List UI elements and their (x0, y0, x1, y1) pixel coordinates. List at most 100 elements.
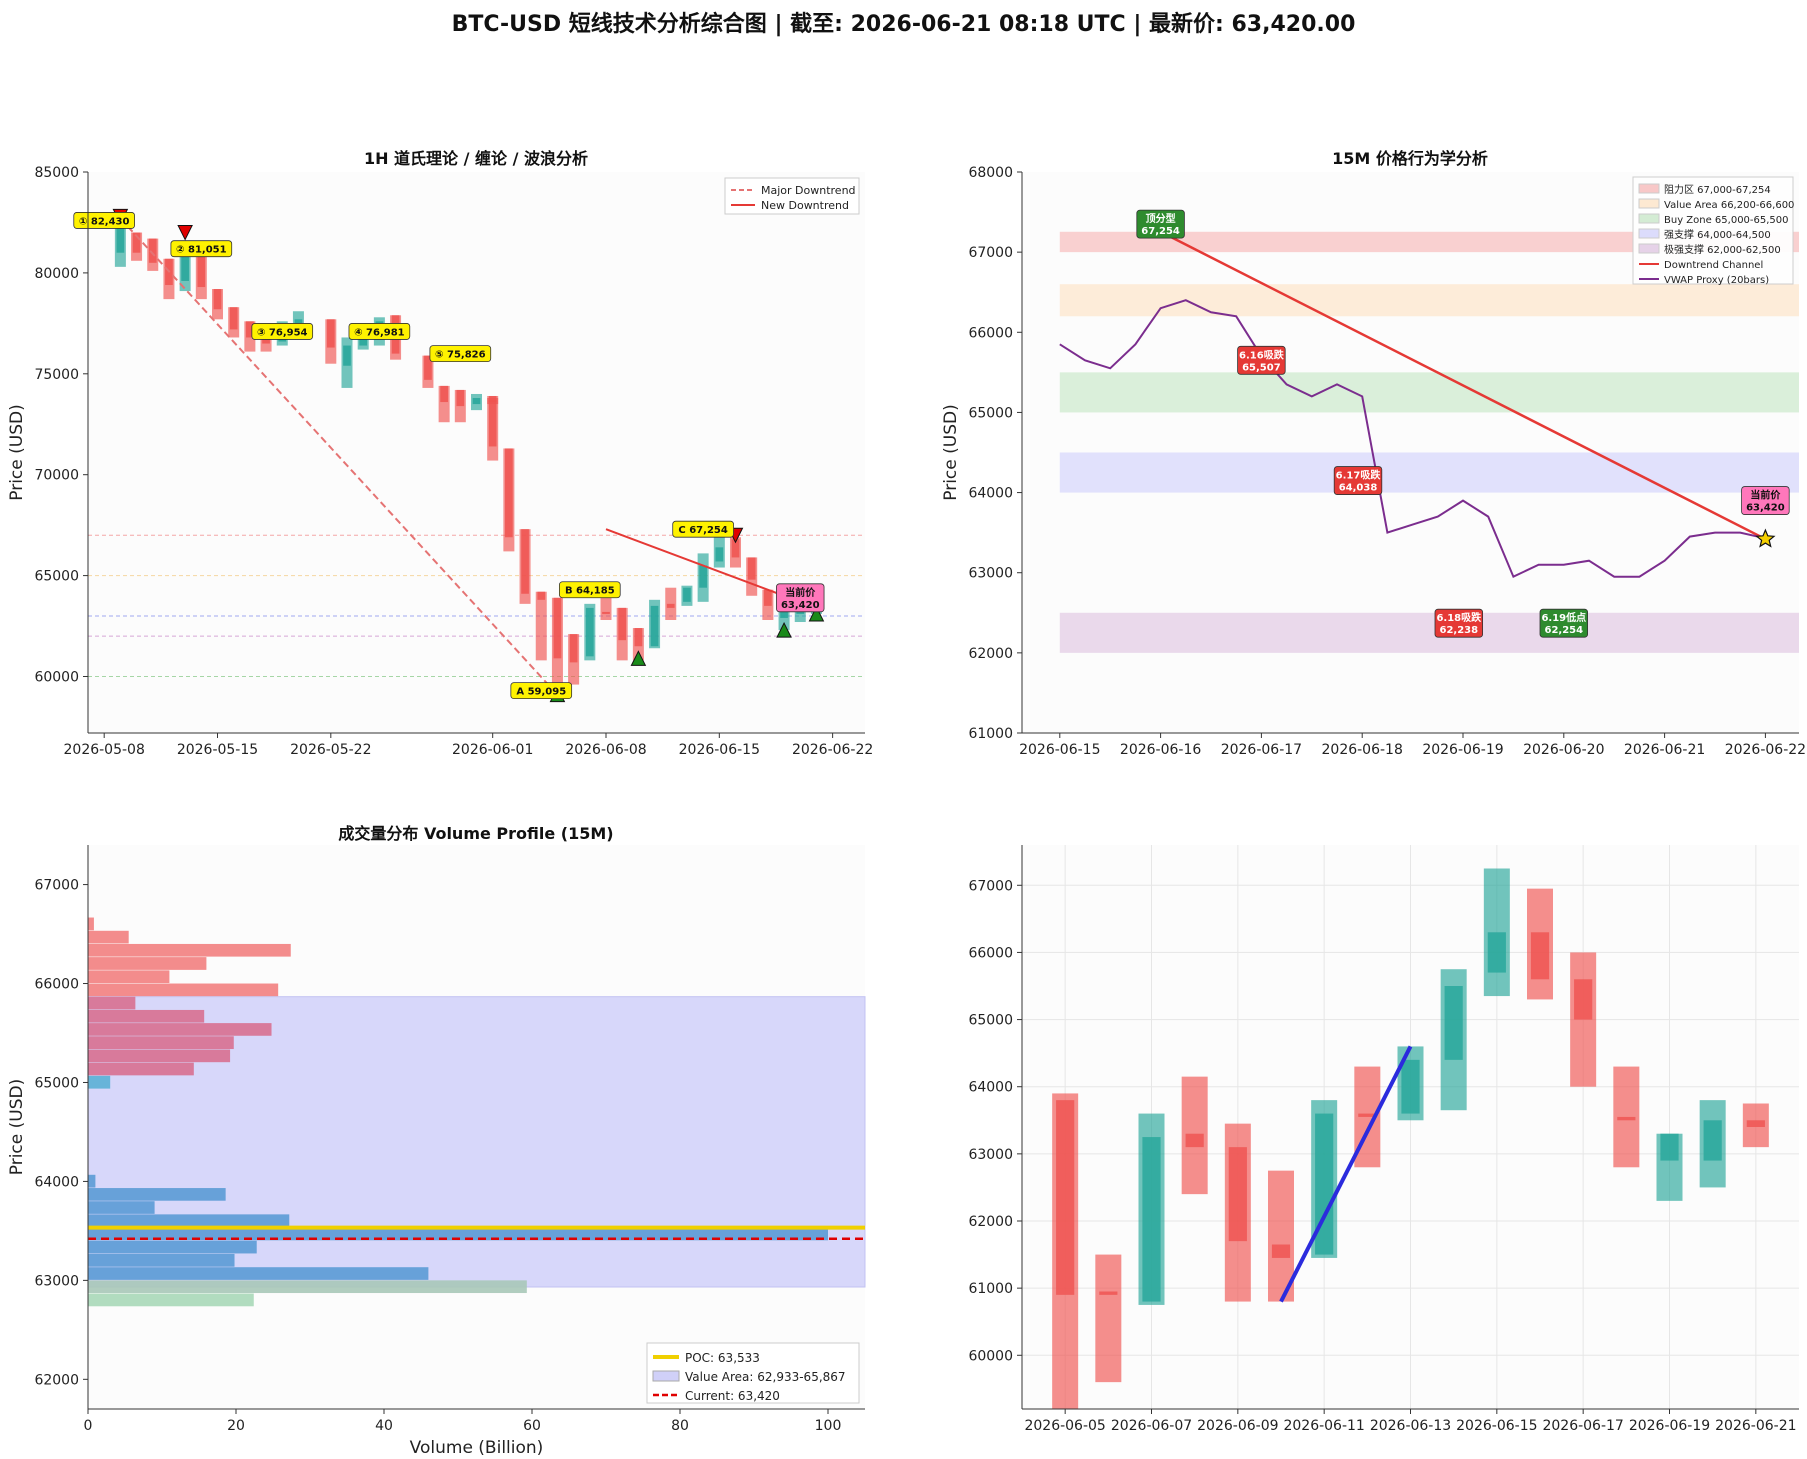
annotation-box (559, 581, 621, 599)
y-tick-label: 61000 (968, 1281, 1013, 1297)
uptrend-line (1279, 1045, 1413, 1303)
p3-axes: 62000 63000 64000 65000 66000 67000 0 20 40 60 80 1… (7, 845, 866, 1458)
panel1-legend: Major Downtrend New Downtrend (724, 177, 860, 215)
annotation-text: 6.16吸跌 (1239, 348, 1285, 361)
legend-label: POC: 63,533 (685, 1351, 760, 1365)
candle-body (1358, 1113, 1377, 1117)
candle-body (343, 345, 351, 366)
candle-body (650, 605, 659, 647)
annotation-box (170, 240, 233, 258)
candle (1699, 1100, 1726, 1188)
candle (487, 395, 499, 461)
candle (454, 389, 466, 423)
annotation-box (776, 583, 825, 613)
legend-box (1632, 176, 1794, 285)
x-tick-label: 2026-06-19 (1629, 1418, 1710, 1434)
annotation-box (348, 323, 411, 340)
price-zone (1059, 284, 1799, 317)
x-tick-label: 2026-06-13 (1370, 1418, 1451, 1434)
candle-body (1660, 1133, 1679, 1161)
annotation-text: 6.18吸跌 (1436, 611, 1482, 624)
volume-bar (88, 1253, 235, 1267)
candle-body (747, 557, 756, 580)
volume-bar (88, 1188, 226, 1201)
candle (341, 337, 353, 388)
legend-swatch (1638, 198, 1660, 209)
y-tick-label: 67000 (968, 245, 1013, 261)
candle (778, 607, 790, 631)
candle (471, 393, 482, 411)
annotation-box (1539, 608, 1588, 638)
candle (649, 599, 661, 649)
candle-body (148, 238, 157, 263)
x-tick-label: 2026-06-17 (1542, 1418, 1623, 1434)
price-zone (1059, 231, 1799, 253)
annotation-text: 当前价 (785, 586, 816, 599)
x-tick-label: 2026-05-15 (177, 742, 258, 758)
y-tick-label: 70000 (34, 468, 79, 484)
volume-bar (88, 1075, 111, 1089)
legend-swatch (1638, 228, 1660, 239)
x-tick-label: 40 (375, 1418, 393, 1434)
x-tick-label: 100 (815, 1418, 842, 1434)
wave-label: ③ 76,954 (251, 323, 314, 340)
candle-body (1703, 1120, 1722, 1161)
candle-range (1613, 1066, 1640, 1168)
legend-swatch (1638, 243, 1660, 254)
annotation-text: ⑤ 75,826 (435, 350, 486, 361)
vwap-line (1059, 299, 1766, 579)
candle-body (764, 589, 772, 606)
sell-marker (177, 225, 193, 241)
candle (665, 587, 677, 620)
annotation-box (73, 212, 135, 229)
wave-label: ② 81,051 (170, 240, 233, 258)
annotation-box (251, 323, 314, 340)
y-tick-label: 62000 (968, 1214, 1013, 1230)
candle (551, 597, 563, 693)
annotation-text: 62,254 (1545, 625, 1584, 636)
candle (422, 355, 434, 388)
y-tick-label: 75000 (34, 367, 79, 383)
legend-label: New Downtrend (761, 199, 849, 212)
candle (1483, 868, 1510, 997)
downtrend-channel (1160, 230, 1766, 541)
candle-range (438, 385, 450, 423)
candle-body (181, 256, 189, 281)
candle (697, 553, 709, 602)
annotation-text: 63,420 (781, 600, 820, 611)
candle-body (1617, 1116, 1636, 1121)
candle (163, 258, 175, 300)
candle-body (1142, 1137, 1161, 1302)
candle (535, 591, 547, 661)
candle (228, 307, 240, 338)
x-tick-label: 20 (227, 1418, 245, 1434)
candle-body (699, 565, 707, 588)
legend-label: Downtrend Channel (1664, 260, 1763, 271)
volume-bar (88, 1214, 290, 1228)
candle (616, 607, 628, 661)
candle-body (1401, 1059, 1420, 1114)
p4-axes: 60000 61000 62000 63000 64000 65000 66000 67000… (968, 845, 1799, 1434)
annotation-box (429, 345, 492, 363)
candle (681, 585, 693, 606)
annotation-text: 62,238 (1440, 625, 1479, 636)
candle-body (1444, 986, 1463, 1060)
wave-label: ⑤ 75,826 (429, 345, 492, 363)
annotation-box (1333, 466, 1383, 495)
x-tick-label: 2026-06-16 (1120, 742, 1201, 758)
y-axis-label: Price (USD) (7, 1079, 27, 1175)
annotation-text: 65,507 (1242, 362, 1281, 373)
candle (1570, 952, 1597, 1087)
y-tick-label: 63000 (968, 566, 1013, 582)
candle (114, 224, 126, 267)
legend-label: Major Downtrend (761, 184, 856, 197)
candle (519, 529, 531, 604)
x-tick-label: 2026-06-15 (1456, 1418, 1537, 1434)
candle-range (600, 593, 612, 620)
x-tick-label: 80 (671, 1418, 689, 1434)
x-tick-label: 60 (523, 1418, 541, 1434)
y-tick-label: 63000 (968, 1147, 1013, 1163)
x-tick-label: 0 (84, 1418, 93, 1434)
